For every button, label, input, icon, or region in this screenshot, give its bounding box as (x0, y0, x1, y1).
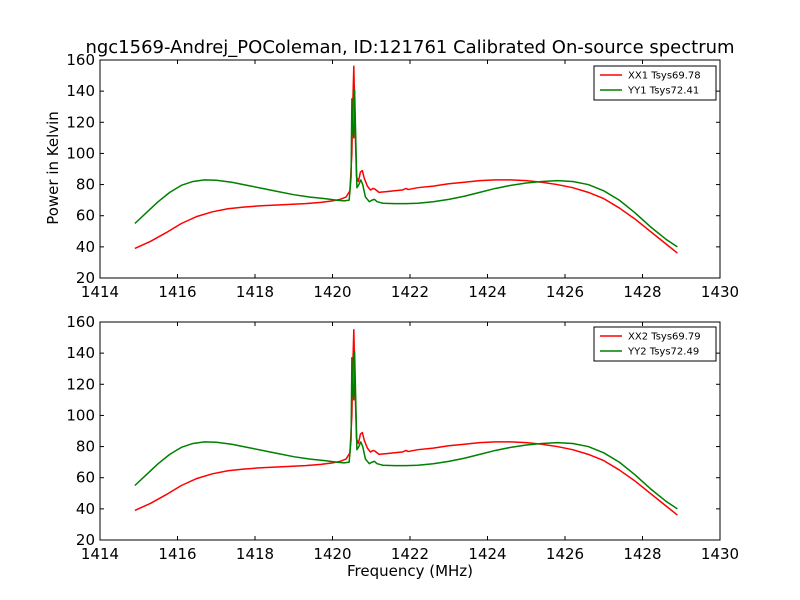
y-axis-label: Power in Kelvin (44, 111, 62, 225)
panel-2-series-2-line (134, 350, 678, 510)
panel-2-xtick-label: 1418 (236, 545, 274, 563)
panel-2-xtick-label: 1428 (623, 545, 661, 563)
panel-2-xtick-label: 1430 (701, 545, 739, 563)
panels-group: 1414 1416 1418 1420 1422 1424 1426 1428 1430 20 40… (66, 51, 739, 563)
panel-2-legend-label-2: YY2 Tsys72.49 (627, 347, 699, 358)
panel-1-xtick-label: 1418 (236, 283, 274, 301)
panel-1-series-2-line (134, 88, 678, 248)
panel-1-ytick-label: 80 (76, 176, 95, 194)
panel-2-xtick-label: 1420 (313, 545, 351, 563)
panel-1-ytick-label: 60 (76, 207, 95, 225)
panel-2-ytick-label: 140 (66, 344, 95, 362)
panel-2-ytick-label: 120 (66, 375, 95, 393)
panel-2-ytick-label: 160 (66, 313, 95, 331)
panel-1-legend: XX1 Tsys69.78 YY1 Tsys72.41 (593, 65, 717, 101)
panel-2-ytick-label: 60 (76, 469, 95, 487)
panel-2-xtick-label: 1424 (468, 545, 506, 563)
x-axis-label: Frequency (MHz) (347, 562, 473, 580)
panel-2-legend-box (593, 326, 717, 362)
panel-2-xtick-label: 1414 (81, 545, 119, 563)
panel-1-xtick-label: 1416 (158, 283, 196, 301)
chart-title: ngc1569-Andrej_POColeman, ID:121761 Cali… (85, 37, 734, 58)
panel-2-xtick-label: 1426 (546, 545, 584, 563)
panel-2-ytick-label: 20 (76, 531, 95, 549)
panel-2-legend: XX2 Tsys69.79 YY2 Tsys72.49 (593, 326, 717, 362)
panel-2-ytick-label: 80 (76, 438, 95, 456)
panel-2-series-1-line (134, 329, 678, 516)
panel-1-legend-label-2: YY1 Tsys72.41 (627, 86, 699, 97)
panel-1-ytick-label: 160 (66, 51, 95, 69)
panel-1-ytick-label: 20 (76, 269, 95, 287)
panel-1-ytick-label: 100 (66, 144, 95, 162)
panel-2-xtick-label: 1422 (391, 545, 429, 563)
panel-1-ytick-label: 120 (66, 113, 95, 131)
panel-1-xtick-label: 1414 (81, 283, 119, 301)
panel-1-xtick-label: 1430 (701, 283, 739, 301)
panel-2: 1414 1416 1418 1420 1422 1424 1426 1428 1430 20 40… (66, 313, 739, 563)
panel-1-xtick-label: 1420 (313, 283, 351, 301)
panel-2-ytick-label: 40 (76, 500, 95, 518)
panel-1: 1414 1416 1418 1420 1422 1424 1426 1428 1430 20 40… (66, 51, 739, 301)
panel-1-legend-label-1: XX1 Tsys69.78 (628, 71, 701, 82)
panel-1-series-1-line (134, 65, 678, 254)
panel-2-xtick-label: 1416 (158, 545, 196, 563)
panel-2-ytick-label: 100 (66, 406, 95, 424)
panel-1-xtick-label: 1428 (623, 283, 661, 301)
panel-1-xtick-label: 1424 (468, 283, 506, 301)
panel-1-xtick-label: 1426 (546, 283, 584, 301)
panel-2-legend-label-1: XX2 Tsys69.79 (628, 332, 701, 343)
panel-1-legend-box (593, 65, 717, 101)
panel-1-ytick-label: 140 (66, 82, 95, 100)
panel-1-ytick-label: 40 (76, 238, 95, 256)
panel-1-xtick-label: 1422 (391, 283, 429, 301)
